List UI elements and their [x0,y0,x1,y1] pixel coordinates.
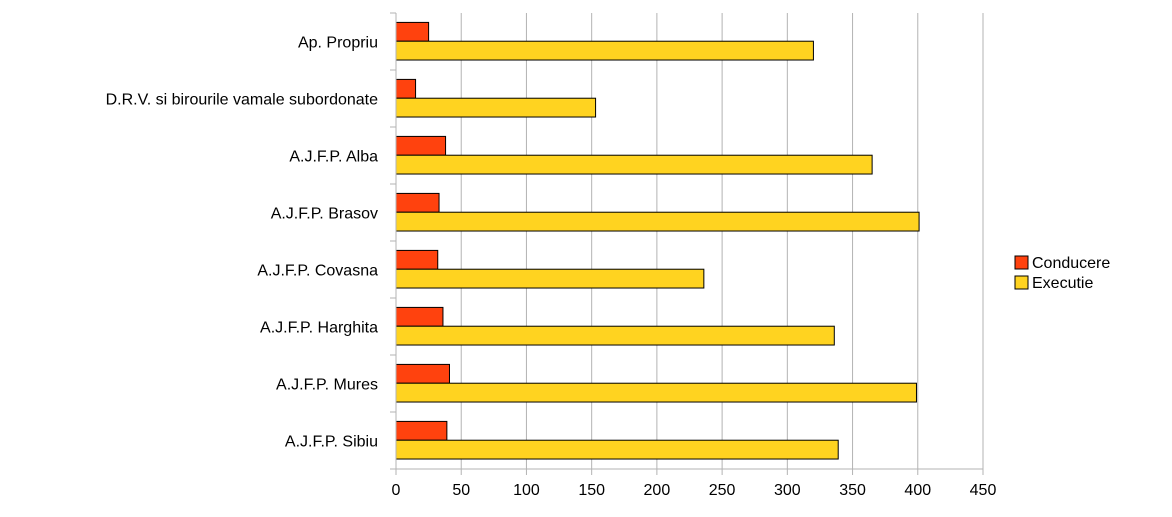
x-tick-label: 200 [644,482,671,499]
bar-executie [395,439,839,460]
x-tick-labels: 0 50 100 150 200 250 300 350 400 450 [392,482,997,499]
bar-conducere [395,420,448,441]
x-tick-label: 400 [904,482,931,499]
bar-executie [395,40,814,61]
bar-conducere [395,135,447,156]
legend-label: Conducere [1032,255,1110,272]
category-label: D.R.V. si birourile vamale subordonate [106,92,379,109]
legend-swatch [1014,275,1029,290]
category-label: A.J.F.P. Brasov [271,206,378,223]
bars [395,21,920,460]
x-tick-label: 100 [513,482,540,499]
x-tick-label: 250 [709,482,736,499]
bar-conducere [395,78,417,99]
bar-conducere [395,249,439,270]
x-tick-label: 300 [774,482,801,499]
legend: Conducere Executie [1014,255,1110,292]
x-tick-label: 0 [392,482,401,499]
bar-conducere [395,363,450,384]
category-label: A.J.F.P. Sibiu [285,434,378,451]
x-tick-label: 50 [452,482,470,499]
bar-conducere [395,306,444,327]
x-tick-label: 450 [970,482,997,499]
bar-conducere [395,21,430,42]
x-tick-label: 150 [578,482,605,499]
bar-conducere [395,192,440,213]
axes [390,13,983,470]
gridlines [390,12,984,475]
legend-label: Executie [1032,275,1093,292]
category-label: Ap. Propriu [298,35,378,52]
legend-swatch [1014,255,1029,270]
category-label: A.J.F.P. Covasna [257,263,378,280]
bar-executie [395,97,597,118]
bar-executie [395,382,917,403]
category-label: A.J.F.P. Mures [276,377,378,394]
bar-executie [395,211,920,232]
bar-executie [395,154,873,175]
bar-executie [395,325,835,346]
category-labels: Ap. Propriu D.R.V. si birourile vamale su… [106,35,379,451]
category-label: A.J.F.P. Harghita [260,320,378,337]
x-tick-label: 350 [839,482,866,499]
bar-executie [395,268,705,289]
category-label: A.J.F.P. Alba [289,149,378,166]
